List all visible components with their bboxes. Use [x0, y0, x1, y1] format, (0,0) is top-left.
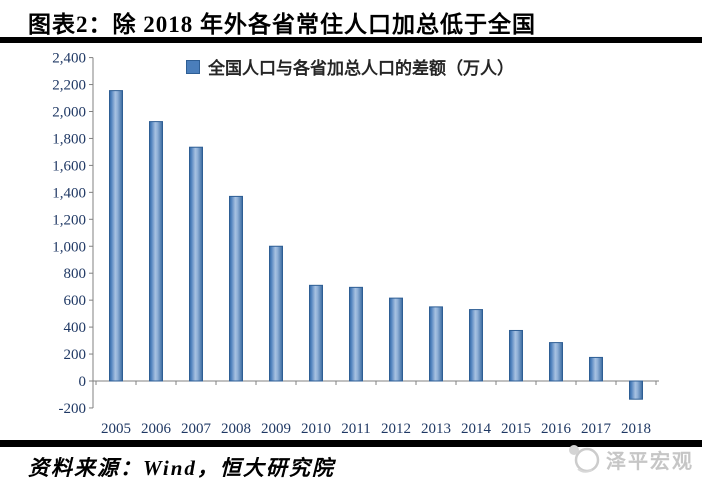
- y-axis-label: 2,000: [52, 105, 86, 121]
- bar-2015: [509, 329, 523, 382]
- y-axis-label: -200: [59, 401, 87, 417]
- legend-marker-icon: [186, 59, 200, 74]
- y-axis-label: 200: [64, 347, 87, 363]
- y-axis-label: 1,800: [52, 131, 86, 147]
- bar-2013: [429, 306, 443, 382]
- bar-2005: [109, 90, 123, 382]
- y-axis-label: 1,200: [52, 212, 86, 228]
- bar-2016: [549, 342, 563, 382]
- y-axis-label: 1,600: [52, 158, 86, 174]
- y-axis-label: 1,400: [52, 185, 86, 201]
- x-axis-label: 2013: [421, 421, 451, 437]
- x-axis-label: 2006: [141, 421, 172, 437]
- x-axis-label: 2008: [221, 421, 251, 437]
- y-axis-label: 2,400: [52, 51, 86, 67]
- source-note: 资料来源：Wind，恒大研究院: [28, 456, 335, 480]
- bar-2010: [309, 284, 323, 382]
- bar-2017: [589, 356, 603, 382]
- bar-chart: 2,400 2,200 2,000 1,800 1,600 1,400 1,200 1,000…: [52, 51, 659, 437]
- x-axis-label: 2007: [181, 421, 212, 437]
- brand-watermark: 泽平宏观: [566, 443, 694, 475]
- x-axis-label: 2014: [461, 421, 492, 437]
- y-axis-label: 1,000: [52, 239, 86, 255]
- bottom-divider-line: [0, 440, 702, 447]
- bar-2012: [389, 297, 403, 382]
- x-axis-label: 2011: [341, 421, 370, 437]
- brand-watermark-label: 泽平宏观: [606, 450, 694, 473]
- bar-2007: [189, 146, 203, 382]
- y-axis-label: 400: [64, 320, 87, 336]
- bar-2006: [149, 121, 163, 382]
- x-axis-label: 2009: [261, 421, 291, 437]
- brand-logo-icon: [569, 445, 600, 473]
- x-axis-label: 2015: [501, 421, 531, 437]
- chart-legend: 全国人口与各省加总人口的差额（万人）: [60, 54, 640, 79]
- bar-2008: [229, 195, 243, 382]
- x-axis-label: 2010: [301, 421, 331, 437]
- y-axis-label: 800: [64, 266, 87, 282]
- x-axis-label: 2012: [381, 421, 411, 437]
- y-axis-label: 600: [64, 293, 87, 309]
- bar-2014: [469, 309, 483, 382]
- y-axis-label: 0: [79, 374, 87, 390]
- bar-2018: [629, 380, 643, 400]
- chart-title: 图表2：除 2018 年外各省常住人口加总低于全国: [28, 12, 536, 37]
- top-divider-line: [0, 37, 702, 43]
- x-axis-label: 2017: [581, 421, 612, 437]
- x-axis-label: 2016: [541, 421, 572, 437]
- x-axis-label: 2005: [101, 421, 131, 437]
- x-axis-label: 2018: [621, 421, 651, 437]
- y-axis-label: 2,200: [52, 78, 86, 94]
- legend-label: 全国人口与各省加总人口的差额（万人）: [208, 59, 514, 78]
- bar-2009: [269, 245, 283, 382]
- bar-2011: [349, 286, 363, 382]
